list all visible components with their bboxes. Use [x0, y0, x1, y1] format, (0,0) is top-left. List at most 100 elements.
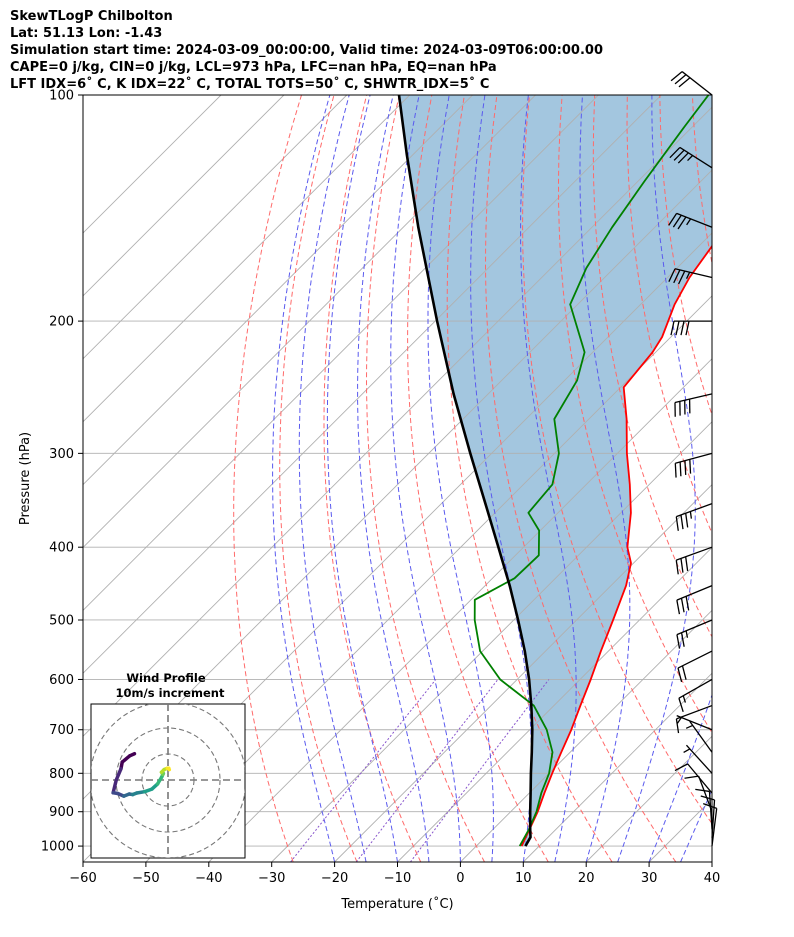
- dewpoint-line: [473, 95, 710, 847]
- wind-barb: [676, 619, 713, 649]
- mixing-ratio-line: [409, 679, 550, 862]
- isotherm-line: [83, 95, 536, 549]
- dry-adiabat: [365, 95, 485, 862]
- isotherm-line: [83, 95, 662, 674]
- x-tick-label: −30: [258, 871, 285, 886]
- isotherm-line: [271, 421, 712, 862]
- moist-adiabat: [648, 693, 712, 862]
- wind-barb: [669, 146, 713, 169]
- x-tick-label: −50: [132, 871, 159, 886]
- wind-barb: [668, 268, 713, 285]
- x-tick-label: 30: [641, 871, 658, 886]
- moist-adiabat: [579, 95, 631, 862]
- x-tick-label: −10: [384, 871, 411, 886]
- wind-barb: [700, 795, 716, 838]
- wind-barb: [695, 788, 713, 830]
- hodograph-segment: [111, 778, 119, 795]
- profile-lines: [397, 95, 712, 847]
- wind-barb: [674, 763, 713, 794]
- wind-barb: [676, 585, 713, 615]
- isotherm-line: [522, 672, 712, 862]
- wind-barb: [670, 71, 713, 96]
- y-tick-label: 300: [49, 447, 74, 462]
- wind-barb: [678, 678, 713, 712]
- dry-adiabat: [522, 95, 712, 825]
- x-tick-label: 0: [456, 871, 464, 886]
- wind-barb: [675, 704, 713, 734]
- wind-barb: [684, 775, 713, 812]
- isotherm-line: [83, 95, 348, 360]
- hodograph-title: Wind Profile: [126, 671, 206, 685]
- dry-adiabat: [407, 95, 549, 862]
- x-tick-label: −40: [195, 871, 222, 886]
- dry-adiabat: [758, 95, 794, 862]
- x-tick-label: −20: [321, 871, 348, 886]
- y-tick-label: 200: [49, 315, 74, 330]
- cin-area: [399, 95, 712, 847]
- dry-adiabat: [659, 95, 712, 417]
- y-tick-label: 100: [49, 89, 74, 104]
- hodograph-subtitle: 10m/s increment: [116, 686, 225, 700]
- dry-adiabat: [725, 95, 794, 862]
- y-tick-label: 500: [49, 613, 74, 628]
- cape-cin-shading: [399, 95, 712, 847]
- isotherm-line: [83, 95, 599, 612]
- isotherm-line: [208, 358, 712, 862]
- x-axis-label: Temperature (˚C): [340, 896, 453, 912]
- y-tick-label: 900: [49, 805, 74, 820]
- chart-header: SkewTLogP Chilbolton Lat: 51.13 Lon: -1.…: [10, 8, 603, 93]
- moist-adiabat: [680, 788, 712, 862]
- moist-adiabat: [272, 95, 336, 862]
- title-line: SkewTLogP Chilbolton: [10, 9, 173, 24]
- wind-barb: [675, 503, 713, 531]
- parcel-line: [397, 95, 534, 847]
- dry-adiabat: [323, 95, 422, 862]
- wind-barb: [683, 744, 713, 774]
- dry-adiabat: [233, 95, 302, 862]
- isotherm-line: [334, 483, 712, 862]
- isotherm-line: [83, 95, 285, 297]
- isotherm-line: [460, 609, 712, 862]
- wind-barb: [674, 452, 713, 478]
- wind-barb: [675, 546, 713, 575]
- moist-adiabat: [298, 95, 367, 862]
- x-tick-label: 10: [515, 871, 532, 886]
- temperature-line: [520, 244, 712, 847]
- y-axis-label: Pressure (hPa): [18, 432, 33, 525]
- wind-barb: [702, 803, 718, 847]
- wind-barb: [676, 715, 713, 731]
- isotherm-line: [711, 861, 712, 862]
- isotherm-line: [83, 95, 411, 423]
- moist-adiabat: [617, 95, 696, 862]
- isotherm-line: [83, 95, 473, 486]
- moist-adiabat: [711, 860, 712, 862]
- index-line: LFT IDX=6˚ C, K IDX=22˚ C, TOTAL TOTS=50…: [10, 77, 490, 92]
- wind-barb: [674, 393, 713, 417]
- wind-barb: [677, 650, 713, 683]
- dry-adiabat: [279, 95, 358, 862]
- y-tick-label: 400: [49, 541, 74, 556]
- y-tick-label: 1000: [41, 840, 74, 855]
- x-tick-label: 40: [704, 871, 721, 886]
- axes: −60 −50 −40 −30 −20 −10 0 10 20 30 40 1000 900 800 700…: [18, 89, 720, 913]
- moist-adiabat: [357, 95, 430, 862]
- wind-barb: [670, 320, 712, 336]
- hodograph-segment: [167, 766, 172, 772]
- location-line: Lat: 51.13 Lon: -1.43: [10, 26, 163, 41]
- dry-adiabat: [446, 95, 613, 862]
- isotherm-line: [83, 106, 712, 737]
- adiabat-lines: [233, 95, 794, 862]
- mixing-ratio-line: [290, 679, 437, 862]
- y-tick-label: 800: [49, 767, 74, 782]
- wind-barb: [685, 721, 713, 753]
- isotherm-line: [145, 295, 712, 862]
- background-grid: [83, 95, 712, 862]
- x-tick-label: 20: [578, 871, 595, 886]
- time-line: Simulation start time: 2024-03-09_00:00:…: [10, 43, 603, 58]
- wind-barb: [668, 212, 713, 230]
- wind-barbs: [668, 71, 718, 847]
- stability-line: CAPE=0 j/kg, CIN=0 j/kg, LCL=973 hPa, LF…: [10, 60, 497, 75]
- isotherm-line: [83, 95, 222, 234]
